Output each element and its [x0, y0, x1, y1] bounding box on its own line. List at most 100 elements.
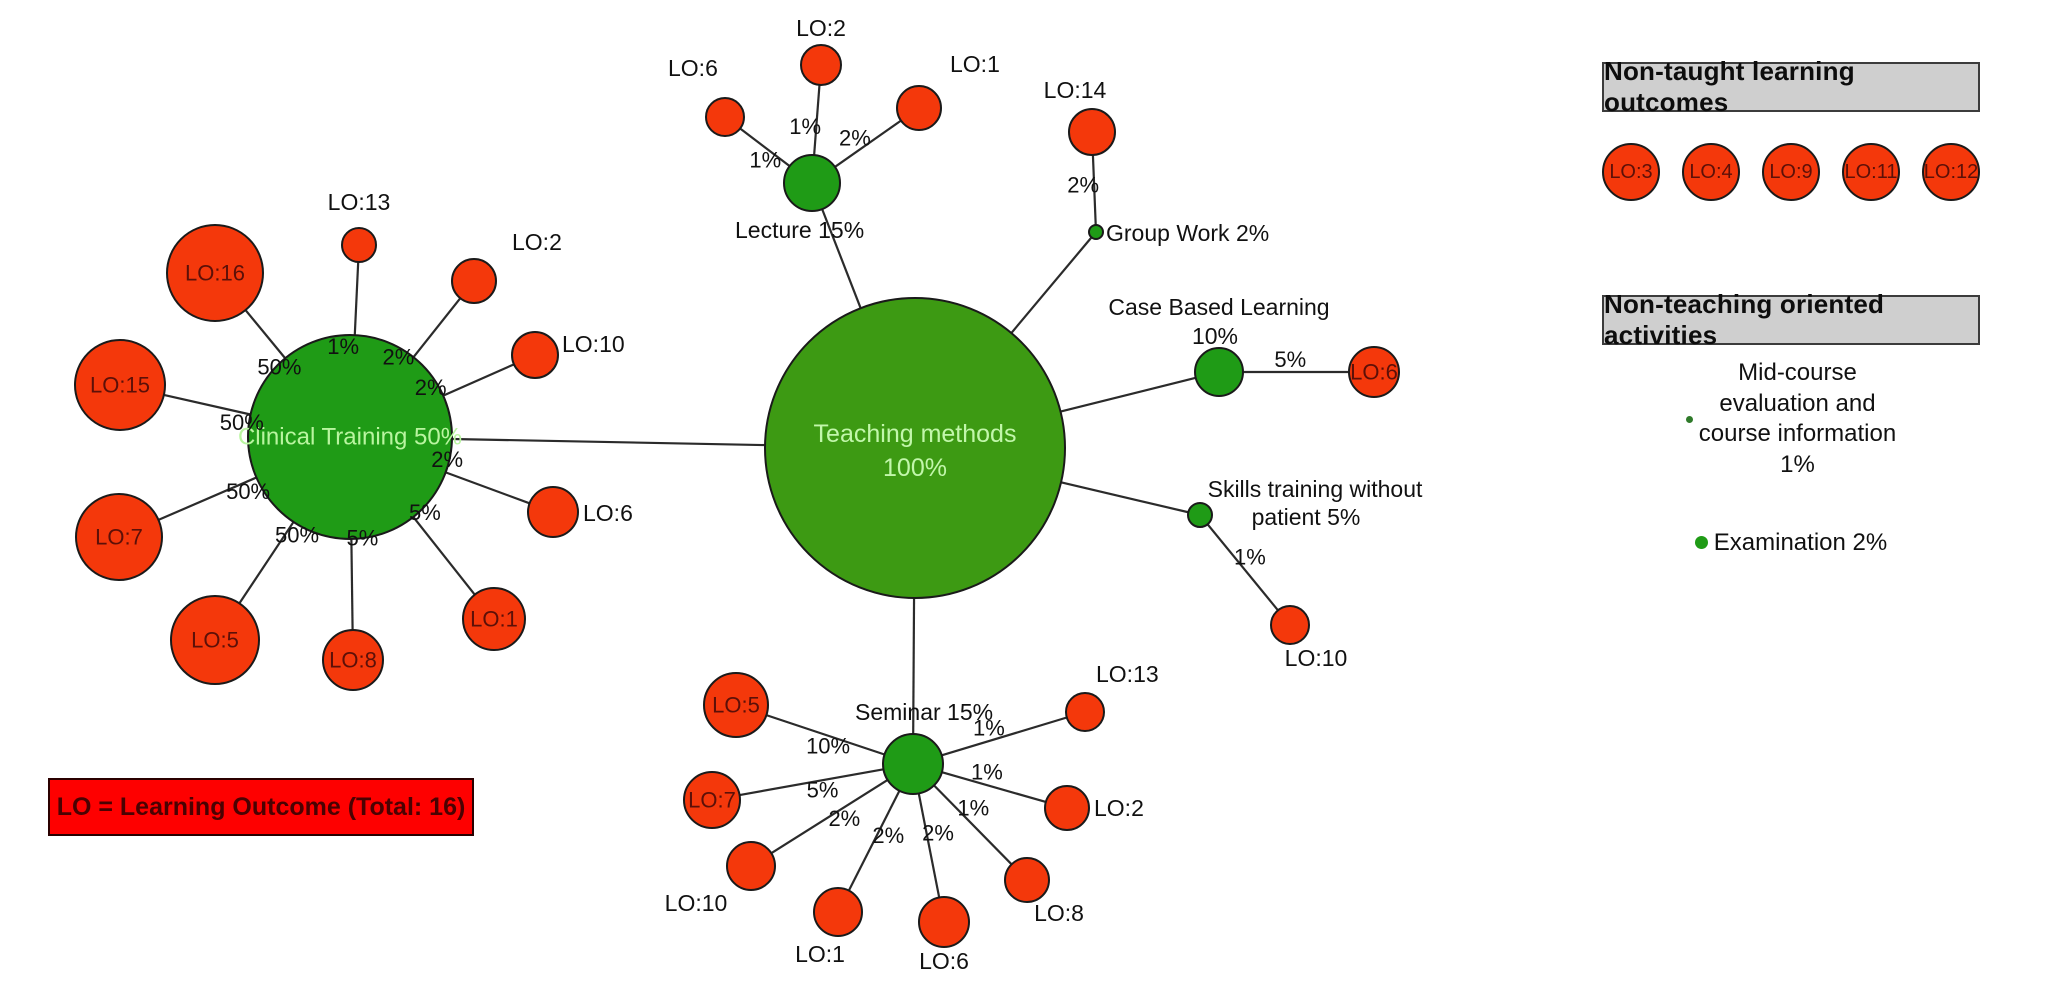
lo-label-seminar-5: LO:8	[1034, 900, 1084, 926]
green-dot-icon	[1694, 536, 1708, 550]
edge-percent-clinical-1: 1%	[327, 334, 359, 359]
method-node-group-work[interactable]	[1088, 224, 1104, 240]
edge-percent-lecture-0: 1%	[749, 147, 781, 172]
lo-node-clinical-9[interactable]	[462, 587, 526, 651]
edge-clinical-9	[412, 516, 476, 596]
legend-non-teaching-panel: Non-teaching oriented activities	[1602, 289, 1980, 350]
lo-label-clinical-8: LO:8	[329, 648, 377, 673]
lo-node-seminar-6[interactable]	[813, 887, 863, 937]
lo-label-seminar-1: LO:13	[1096, 661, 1159, 687]
legend-lo-node: LO:11	[1842, 143, 1900, 201]
lo-node-seminar-4[interactable]	[726, 841, 776, 891]
lo-label-clinical-0: LO:16	[185, 261, 245, 286]
lo-node-clinical-3[interactable]	[74, 339, 166, 431]
hub-label-line1: Teaching methods	[814, 420, 1017, 448]
edge-hub-to-skills-training	[1060, 481, 1189, 514]
legend-lo-node: LO:4	[1682, 143, 1740, 201]
edge-seminar-5	[933, 784, 1013, 866]
lo-label-skills-0: LO:10	[1285, 645, 1348, 671]
lo-label-clinical-1: LO:13	[328, 189, 391, 215]
method-label-skills-training: Skills training without	[1208, 476, 1423, 502]
edge-hub-to-seminar	[912, 597, 916, 735]
edge-percent-clinical-4: 2%	[415, 375, 447, 400]
method-node-lecture[interactable]	[783, 154, 841, 212]
lo-label-clinical-3: LO:15	[90, 373, 150, 398]
lo-node-clinical-6[interactable]	[527, 486, 579, 538]
lo-node-clinical-5[interactable]	[75, 493, 163, 581]
lo-label-clinical-5: LO:7	[95, 525, 143, 550]
lo-label-seminar-3: LO:2	[1094, 795, 1144, 821]
hub-node-teaching-methods[interactable]	[764, 297, 1066, 599]
legend-lo-definition-label: LO = Learning Outcome (Total: 16)	[56, 792, 466, 821]
edge-clinical-6	[445, 471, 530, 505]
edge-clinical-3	[163, 393, 251, 416]
lo-node-seminar-1[interactable]	[1065, 692, 1105, 732]
method-node-seminar[interactable]	[882, 733, 944, 795]
edge-seminar-2	[739, 768, 884, 797]
edge-percent-clinical-7: 50%	[275, 522, 319, 547]
edge-lecture-1	[813, 84, 821, 156]
edge-percent-clinical-3: 50%	[220, 410, 264, 435]
edge-percent-groupwork-0: 2%	[1067, 172, 1099, 197]
lo-node-cbl-0[interactable]	[1348, 346, 1400, 398]
edge-percent-seminar-4: 2%	[828, 806, 860, 831]
edge-clinical-8	[350, 538, 354, 631]
labels-layer: Teaching methods 100% Clinical Training 50…	[90, 15, 1423, 974]
lo-label-seminar-0: LO:5	[712, 693, 760, 718]
lo-node-clinical-0[interactable]	[166, 224, 264, 322]
lo-node-seminar-5[interactable]	[1004, 857, 1050, 903]
lo-node-seminar-0[interactable]	[703, 672, 769, 738]
legend-non-teaching-title: Non-teaching oriented activities	[1604, 289, 1885, 350]
lo-node-clinical-2[interactable]	[451, 258, 497, 304]
edges-layer	[158, 84, 1349, 898]
lo-node-seminar-7[interactable]	[918, 896, 970, 948]
lo-label-clinical-4: LO:10	[562, 331, 625, 357]
lo-label-clinical-2: LO:2	[512, 229, 562, 255]
lo-label-cbl-0: LO:6	[1350, 360, 1398, 385]
lo-node-lecture-1[interactable]	[800, 44, 842, 86]
lo-label-seminar-4: LO:10	[665, 890, 728, 916]
edge-percent-skills-0: 1%	[1234, 545, 1266, 570]
edge-percent-clinical-8: 5%	[346, 525, 378, 550]
lo-node-seminar-2[interactable]	[683, 771, 741, 829]
lo-node-clinical-1[interactable]	[341, 227, 377, 263]
edge-percent-seminar-3: 1%	[971, 760, 1003, 785]
edge-seminar-1	[941, 716, 1068, 757]
lo-node-lecture-0[interactable]	[705, 97, 745, 137]
edge-percent-clinical-2: 2%	[383, 344, 415, 369]
edge-percent-seminar-1: 1%	[973, 716, 1005, 741]
edge-percent-clinical-6: 2%	[431, 447, 463, 472]
edge-percent-seminar-6: 2%	[872, 823, 904, 848]
lo-node-seminar-3[interactable]	[1044, 785, 1090, 831]
edge-lecture-0	[739, 127, 791, 167]
lo-label-lecture-2: LO:1	[950, 51, 1000, 77]
nodes-layer	[74, 44, 1400, 948]
edge-percent-cbl-0: 5%	[1274, 347, 1306, 372]
edge-clinical-2	[412, 297, 462, 358]
lo-node-groupwork-0[interactable]	[1068, 108, 1116, 156]
lo-node-skills-0[interactable]	[1270, 605, 1310, 645]
edge-seminar-4	[770, 779, 889, 855]
edge-clinical-0	[244, 309, 287, 359]
edge-clinical-4	[442, 363, 515, 397]
edge-percent-seminar-2: 5%	[807, 777, 839, 802]
method-node-case-based-learning[interactable]	[1194, 347, 1244, 397]
edge-groupwork-0	[1091, 154, 1097, 226]
edge-percent-lecture-2: 2%	[839, 125, 871, 150]
lo-label-lecture-1: LO:2	[796, 15, 846, 41]
method-node-clinical-training[interactable]	[247, 334, 453, 540]
legend-lo-node: LO:9	[1762, 143, 1820, 201]
legend-lo-definition-panel: LO = Learning Outcome (Total: 16)	[48, 778, 474, 836]
method-label-group-work: Group Work 2%	[1106, 220, 1269, 246]
method-node-skills-training[interactable]	[1187, 502, 1213, 528]
lo-node-clinical-4[interactable]	[511, 331, 559, 379]
activity-item-mid-course: Mid-course evaluation and course informa…	[1602, 358, 1980, 481]
lo-node-clinical-8[interactable]	[322, 629, 384, 691]
edge-hub-to-clinical-training	[451, 437, 766, 447]
lo-node-clinical-7[interactable]	[170, 595, 260, 685]
method-label-case-based-learning: Case Based Learning	[1108, 294, 1329, 320]
edge-percent-lecture-1: 1%	[789, 114, 821, 139]
lo-node-lecture-2[interactable]	[896, 85, 942, 131]
activity-mid-course-label: Mid-course evaluation and course informa…	[1698, 359, 1897, 479]
